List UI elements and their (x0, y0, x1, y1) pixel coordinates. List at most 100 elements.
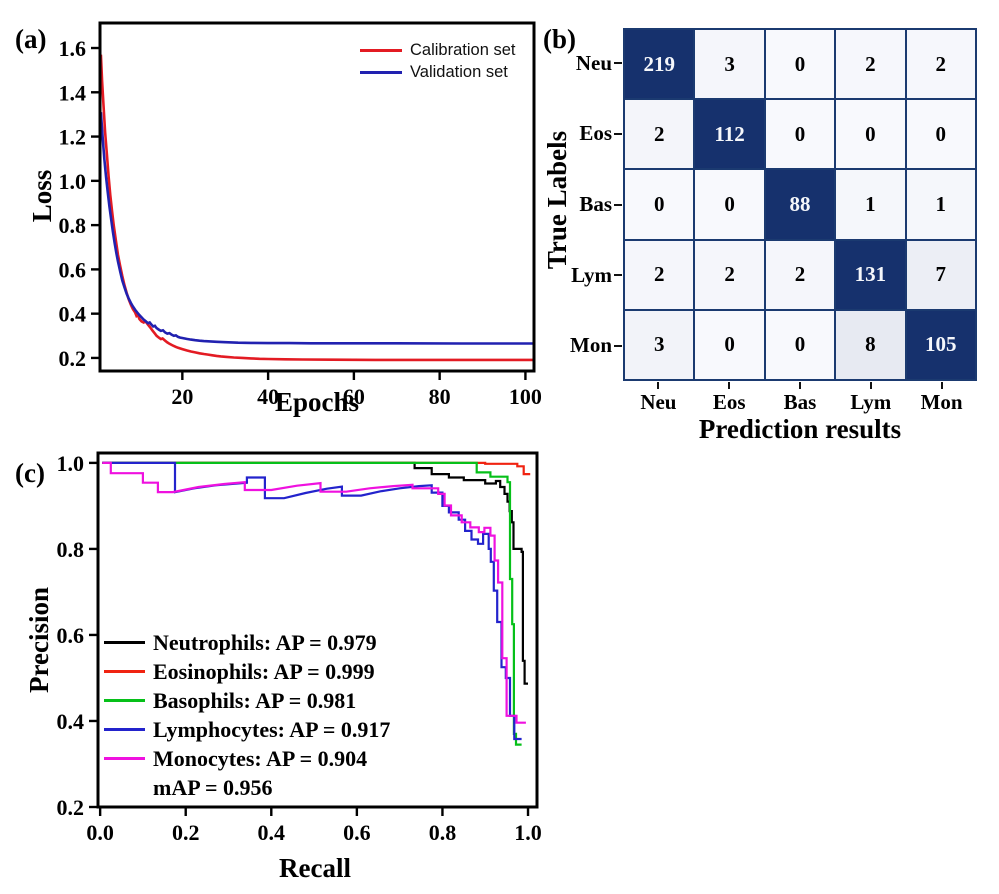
matrix-cell-Eos-Neu: 2 (625, 100, 694, 169)
matrix-cell-Eos-Eos: 112 (695, 100, 764, 169)
matrix-cell-Lym-Neu: 2 (625, 240, 694, 309)
x-tick-label: 20 (171, 384, 193, 409)
panel-a-letter: (a) (15, 24, 47, 54)
epochs-axis-label: Epochs (274, 386, 360, 417)
legend-label: Neutrophils: AP = 0.979 (153, 629, 377, 655)
series-line-monocytes (102, 461, 526, 724)
map-value-label: mAP = 0.956 (153, 774, 273, 800)
matrix-cell-Neu-Eos: 3 (695, 30, 764, 99)
y-tick-label: 0.6 (57, 623, 85, 648)
matrix-row-tick (614, 132, 622, 135)
x-tick-label: 0.6 (343, 820, 371, 845)
y-tick-label: 0.2 (57, 795, 85, 820)
loss-axis-label: Loss (26, 169, 57, 223)
x-tick-label: 80 (429, 384, 451, 409)
pr-chart-legend: Neutrophils: AP = 0.979 Eosinophils: AP =… (104, 628, 390, 802)
y-tick-label: 0.8 (57, 537, 85, 562)
matrix-cell-Neu-Bas: 0 (765, 30, 835, 99)
prediction-results-axis-label: Prediction results (698, 413, 902, 444)
legend-line-swatch (360, 48, 402, 52)
x-tick-label: 0.2 (172, 820, 200, 845)
y-tick-label: 0.8 (59, 213, 87, 238)
y-tick-label: 0.6 (59, 257, 87, 282)
plot-frame (96, 451, 539, 809)
series-line-validation-set (99, 112, 534, 345)
matrix-cell-Mon-Eos: 0 (695, 310, 764, 379)
panel-b-letter: (b) (543, 24, 576, 54)
matrix-cell-Bas-Neu: 0 (625, 170, 694, 239)
x-tick-label: 0.0 (86, 820, 114, 845)
legend-item: Calibration set (360, 39, 515, 61)
confusion-matrix: 219 3 0 2 2 2 112 0 0 0 0 0 88 1 1 2 2 2 131 7 3 0 0 8 105 (623, 28, 977, 381)
x-tick-label: 1.0 (514, 820, 542, 845)
matrix-col-label-Bas: Bas (783, 389, 817, 414)
legend-line-swatch (104, 699, 145, 702)
legend-item: Monocytes: AP = 0.904 (104, 744, 390, 773)
legend-line-swatch (104, 757, 145, 760)
legend-item: Validation set (360, 61, 515, 83)
y-tick-label: 0.4 (57, 709, 85, 734)
legend-label: Validation set (410, 63, 508, 81)
legend-item: Neutrophils: AP = 0.979 (104, 628, 390, 657)
plot-frame (98, 21, 536, 373)
matrix-cell-Mon-Mon: 105 (906, 310, 975, 379)
matrix-col-label-Mon: Mon (920, 389, 963, 414)
legend-label: Eosinophils: AP = 0.999 (153, 658, 375, 684)
matrix-row-label-Eos: Eos (579, 121, 612, 146)
matrix-col-label-Eos: Eos (712, 389, 746, 414)
legend-spacer (104, 786, 145, 789)
legend-label: Monocytes: AP = 0.904 (153, 745, 368, 771)
y-tick-label: 1.2 (59, 125, 87, 150)
series-line-eosinophils (102, 461, 531, 476)
legend-label: Lymphocytes: AP = 0.917 (153, 716, 391, 742)
matrix-row-tick (614, 62, 622, 65)
y-tick-label: 1.4 (59, 80, 87, 105)
legend-line-swatch (360, 70, 402, 74)
recall-axis-label: Recall (279, 852, 351, 883)
matrix-col-label-Neu: Neu (640, 389, 677, 414)
matrix-cell-Bas-Eos: 0 (695, 170, 764, 239)
matrix-cell-Bas-Lym: 1 (836, 170, 905, 239)
legend-label: Basophils: AP = 0.981 (153, 687, 357, 713)
x-tick-label: 0.8 (429, 820, 457, 845)
matrix-cell-Neu-Lym: 2 (836, 30, 905, 99)
matrix-cell-Lym-Bas: 2 (765, 240, 835, 309)
y-tick-label: 1.6 (59, 36, 87, 61)
legend-line-swatch (104, 728, 145, 731)
matrix-cell-Lym-Mon: 7 (906, 240, 975, 309)
legend-item: Basophils: AP = 0.981 (104, 686, 390, 715)
y-tick-label: 0.2 (59, 346, 87, 371)
matrix-col-tick (799, 382, 801, 389)
matrix-cell-Eos-Bas: 0 (765, 100, 835, 169)
matrix-cell-Mon-Lym: 8 (836, 310, 905, 379)
matrix-col-label-Lym: Lym (850, 389, 892, 414)
matrix-cell-Eos-Lym: 0 (836, 100, 905, 169)
y-tick-label: 1.0 (57, 451, 85, 476)
precision-axis-label: Precision (23, 587, 54, 693)
matrix-row-label-Lym: Lym (571, 262, 612, 287)
legend-line-swatch (104, 641, 145, 644)
matrix-row-label-Neu: Neu (575, 50, 612, 75)
loss-chart-legend: Calibration set Validation set (360, 39, 515, 83)
matrix-cell-Bas-Mon: 1 (906, 170, 975, 239)
legend-label: Calibration set (410, 41, 516, 59)
legend-item: Eosinophils: AP = 0.999 (104, 657, 390, 686)
x-tick-label: 60 (343, 384, 365, 409)
matrix-cell-Mon-Bas: 0 (765, 310, 835, 379)
y-tick-label: 1.0 (59, 169, 87, 194)
matrix-row-label-Mon: Mon (570, 333, 612, 358)
y-tick-label: 0.4 (59, 302, 87, 327)
matrix-col-tick (728, 382, 731, 389)
matrix-row-tick (614, 274, 622, 277)
matrix-col-tick (657, 382, 660, 389)
matrix-cell-Neu-Neu: 219 (625, 30, 694, 99)
map-legend-item: mAP = 0.956 (104, 773, 390, 802)
x-tick-label: 100 (509, 384, 542, 409)
series-line-neutrophils (102, 461, 528, 685)
matrix-col-tick (940, 382, 943, 389)
matrix-cell-Mon-Neu: 3 (625, 310, 694, 379)
matrix-cell-Lym-Eos: 2 (695, 240, 764, 309)
matrix-cell-Lym-Lym: 131 (836, 240, 905, 309)
